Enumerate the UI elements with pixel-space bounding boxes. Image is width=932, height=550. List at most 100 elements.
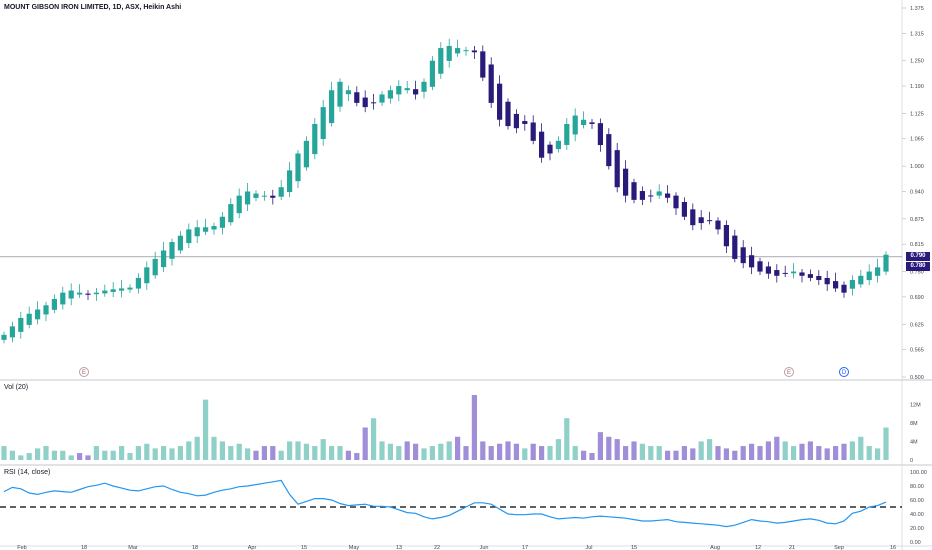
volume-bar — [161, 446, 167, 460]
volume-bar — [723, 448, 729, 460]
candle-body — [749, 255, 755, 268]
candle-body — [345, 90, 351, 95]
candle-body — [329, 90, 335, 124]
price-tick-label: 1.375 — [910, 6, 924, 12]
volume-bar — [329, 446, 335, 460]
volume-bar — [438, 443, 444, 460]
volume-bar — [35, 448, 41, 460]
rsi-tick-label: 20.00 — [910, 526, 924, 532]
earnings-marker[interactable]: E — [784, 367, 794, 377]
volume-bar — [707, 439, 713, 460]
time-tick-label: Feb — [17, 545, 26, 550]
volume-bar — [245, 448, 251, 460]
volume-bar — [287, 441, 293, 460]
time-tick-label: Apr — [248, 545, 257, 550]
candle-body — [648, 195, 654, 197]
volume-bar — [68, 455, 74, 460]
candle-body — [455, 48, 461, 54]
candle-body — [715, 220, 721, 230]
candle-body — [119, 288, 125, 291]
candle-body — [807, 274, 813, 278]
volume-bar — [429, 446, 435, 460]
candle-body — [110, 289, 116, 292]
candle-body — [77, 292, 83, 295]
price-badge-lower: 0.780 — [906, 262, 930, 271]
candle-body — [690, 209, 696, 226]
volume-bar — [51, 450, 57, 460]
volume-bar — [765, 441, 771, 460]
candle-body — [127, 287, 133, 290]
volume-bar — [404, 441, 410, 460]
candle-body — [799, 272, 805, 276]
volume-bar — [614, 439, 620, 460]
candle-body — [9, 326, 15, 338]
volume-bar — [471, 395, 477, 460]
candle-body — [774, 270, 780, 276]
volume-bar — [1, 446, 7, 460]
candle-body — [707, 220, 713, 222]
candle-body — [589, 122, 595, 124]
candle-body — [60, 292, 66, 305]
volume-bar — [253, 450, 259, 460]
volume-bar — [665, 450, 671, 460]
volume-bar — [530, 443, 536, 460]
candle-body — [169, 242, 175, 259]
volume-bar — [152, 448, 158, 460]
candle-body — [631, 182, 637, 200]
volume-tick-label: 12M — [910, 402, 921, 408]
rsi-tick-label: 100.00 — [910, 470, 927, 476]
dividend-marker[interactable]: D — [839, 367, 849, 377]
candle-body — [236, 195, 242, 214]
volume-bar — [345, 450, 351, 460]
volume-bar — [522, 448, 528, 460]
candle-body — [261, 195, 267, 197]
candle-body — [723, 224, 729, 247]
candle-body — [513, 113, 519, 129]
price-tick-label: 0.625 — [910, 322, 924, 328]
candle-body — [186, 229, 192, 244]
volume-bar — [849, 441, 855, 460]
volume-bar — [732, 450, 738, 460]
candle-body — [85, 293, 91, 295]
price-badge-upper: 0.790 — [906, 252, 930, 261]
volume-bar — [488, 446, 494, 460]
candle-body — [194, 227, 200, 237]
candle-body — [371, 102, 377, 104]
candle-body — [362, 97, 368, 108]
candle-body — [505, 101, 511, 127]
volume-bar — [93, 446, 99, 460]
volume-bar — [740, 446, 746, 460]
volume-bar — [102, 450, 108, 460]
volume-bar — [110, 450, 116, 460]
volume-bar — [43, 446, 49, 460]
volume-bar — [379, 441, 385, 460]
earnings-marker[interactable]: E — [79, 367, 89, 377]
volume-bar — [303, 443, 309, 460]
price-tick-label: 1.065 — [910, 137, 924, 143]
volume-bar — [219, 441, 225, 460]
candle-body — [547, 144, 553, 154]
candle-body — [43, 305, 49, 315]
candle-body — [639, 191, 645, 200]
candle-body — [253, 193, 259, 198]
candle-body — [152, 258, 158, 276]
price-tick-label: 1.315 — [910, 31, 924, 37]
candle-body — [203, 227, 209, 232]
volume-bar — [446, 441, 452, 460]
volume-bar — [639, 443, 645, 460]
candle-body — [68, 290, 74, 299]
candle-body — [614, 150, 620, 188]
volume-bar — [480, 441, 486, 460]
candle-body — [438, 48, 444, 74]
volume-bar — [278, 450, 284, 460]
volume-bar — [824, 448, 830, 460]
volume-bar — [589, 453, 595, 460]
volume-bar — [791, 446, 797, 460]
volume-bars — [1, 395, 889, 460]
volume-bar — [203, 399, 209, 460]
candle-body — [379, 94, 385, 103]
candle-body — [278, 187, 284, 197]
time-tick-label: Jun — [480, 545, 489, 550]
volume-bar — [144, 443, 150, 460]
